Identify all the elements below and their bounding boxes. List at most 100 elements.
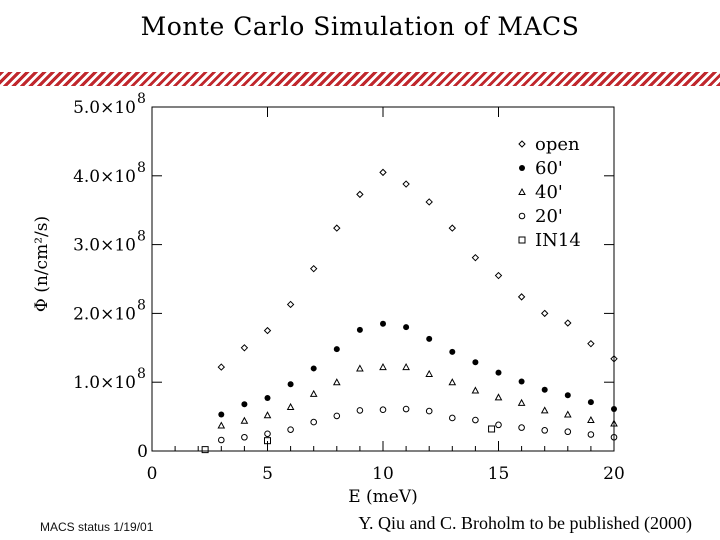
- data-point: [402, 180, 410, 188]
- data-point: [241, 433, 248, 441]
- data-point: [472, 359, 479, 366]
- data-point: [379, 168, 387, 177]
- data-point: [356, 364, 364, 372]
- data-point: [402, 363, 410, 371]
- data-point: [610, 433, 618, 441]
- data-point: [610, 355, 618, 363]
- data-point: [264, 395, 271, 402]
- data-point: [286, 402, 295, 410]
- y-tick-exponent: 8: [137, 91, 146, 107]
- data-point: [217, 421, 226, 429]
- y-tick-label-group: 4.0×10 8: [73, 160, 146, 187]
- data-point: [379, 363, 387, 371]
- data-point: [448, 378, 457, 386]
- series-2: [217, 363, 618, 429]
- data-point: [217, 363, 226, 371]
- data-point: [425, 407, 433, 415]
- series-4: [201, 425, 496, 454]
- data-point: [611, 406, 617, 413]
- data-point: [379, 406, 387, 414]
- data-point: [540, 406, 549, 414]
- series-3: [218, 405, 618, 444]
- data-point: [356, 190, 364, 199]
- y-tick-exponent: 8: [137, 366, 146, 382]
- data-point: [241, 401, 248, 408]
- legend-marker: [518, 236, 526, 244]
- legend: open 60' 40' 20' IN14: [518, 134, 581, 251]
- legend-label: 20': [535, 206, 563, 227]
- data-point: [494, 271, 503, 280]
- legend-label: open: [535, 134, 580, 155]
- data-point: [287, 381, 294, 388]
- data-point: [471, 386, 480, 394]
- y-tick-exponent: 8: [137, 160, 146, 176]
- data-point: [332, 378, 341, 386]
- data-point: [610, 419, 618, 427]
- x-tick-label: 5: [262, 464, 273, 484]
- data-point: [517, 293, 526, 301]
- data-point: [218, 411, 225, 418]
- x-tick-label: 0: [147, 464, 158, 484]
- data-point: [380, 320, 386, 327]
- y-tick-label: 4.0×10: [73, 167, 136, 187]
- data-point: [356, 407, 364, 414]
- data-point: [517, 398, 526, 406]
- series-0: [217, 168, 618, 371]
- data-point: [472, 416, 479, 424]
- legend-marker: [518, 187, 526, 195]
- data-point: [564, 428, 572, 436]
- data-point: [587, 415, 595, 424]
- series-1: [218, 320, 617, 418]
- data-point: [541, 427, 549, 434]
- x-tick-label: 10: [372, 464, 394, 484]
- y-tick-label-group: 2.0×10 8: [73, 297, 146, 324]
- data-point: [449, 348, 456, 355]
- y-axis-label: Φ (n/cm²/s): [32, 216, 52, 312]
- data-point: [310, 365, 317, 372]
- x-tick-label: 15: [488, 464, 510, 484]
- y-tick-label-group: 5.0×10 8: [73, 91, 146, 118]
- legend-label: IN14: [535, 230, 581, 251]
- y-tick-label: 3.0×10: [73, 236, 136, 256]
- y-tick-label: 2.0×10: [73, 304, 136, 324]
- data-point: [426, 335, 433, 342]
- legend-marker: [519, 165, 525, 171]
- y-tick-exponent: 8: [137, 297, 146, 313]
- x-tick-label: 20: [603, 464, 625, 484]
- data-point: [425, 369, 434, 377]
- data-point: [333, 346, 340, 353]
- data-point: [563, 410, 572, 418]
- data-point: [471, 253, 480, 262]
- slide-title: Monte Carlo Simulation of MACS: [140, 12, 580, 41]
- data-point: [402, 405, 410, 413]
- data-point: [425, 198, 433, 206]
- legend-marker: [518, 140, 526, 148]
- data-point: [286, 300, 295, 309]
- data-point: [240, 416, 249, 424]
- footer-citation: Y. Qiu and C. Broholm to be published (2…: [358, 513, 692, 533]
- y-tick-exponent: 8: [137, 229, 146, 245]
- data-point: [587, 339, 595, 348]
- data-point: [448, 224, 457, 232]
- data-point: [540, 309, 549, 318]
- data-point: [356, 326, 363, 333]
- data-point: [449, 414, 456, 422]
- data-point: [587, 399, 594, 406]
- data-point: [333, 224, 341, 232]
- legend-marker: [518, 212, 526, 220]
- legend-label: 40': [535, 182, 563, 203]
- data-point: [287, 426, 294, 433]
- x-axis-label: E (meV): [348, 487, 418, 507]
- data-point: [488, 425, 496, 433]
- data-point: [240, 344, 249, 352]
- footer-status: MACS status 1/19/01: [40, 520, 154, 534]
- data-point: [403, 324, 410, 331]
- data-point: [201, 446, 209, 454]
- y-tick-label: 0: [137, 442, 148, 462]
- data-point: [541, 386, 548, 393]
- y-tick-label-group: 1.0×10 8: [73, 366, 146, 393]
- data-point: [264, 430, 271, 438]
- data-point: [309, 389, 318, 397]
- data-point: [218, 436, 225, 444]
